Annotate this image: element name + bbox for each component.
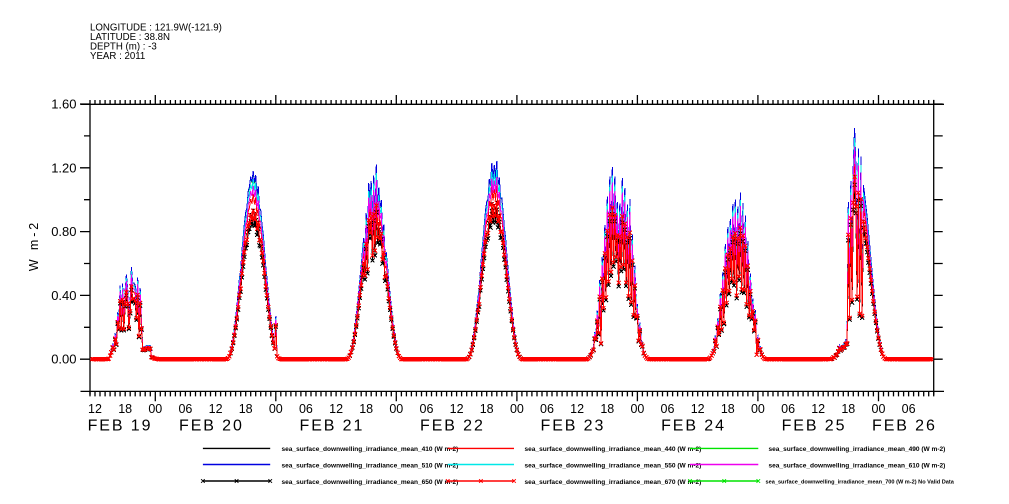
svg-text:0.80: 0.80 — [51, 224, 76, 239]
svg-text:06: 06 — [781, 402, 795, 416]
svg-text:FEB 19: FEB 19 — [88, 417, 153, 434]
svg-text:00: 00 — [269, 402, 283, 416]
svg-text:sea_surface_downwelling_irradi: sea_surface_downwelling_irradiance_mean_… — [282, 446, 459, 453]
svg-text:FEB 21: FEB 21 — [300, 417, 365, 434]
svg-text:18: 18 — [480, 402, 494, 416]
svg-text:DEPTH (m) : -3: DEPTH (m) : -3 — [90, 42, 157, 53]
svg-text:sea_surface_downwelling_irradi: sea_surface_downwelling_irradiance_mean_… — [766, 480, 955, 486]
svg-text:18: 18 — [600, 402, 614, 416]
svg-text:06: 06 — [902, 402, 916, 416]
svg-text:sea_surface_downwelling_irradi: sea_surface_downwelling_irradiance_mean_… — [525, 446, 702, 453]
svg-text:0.40: 0.40 — [51, 288, 76, 303]
svg-text:12: 12 — [88, 402, 102, 416]
svg-text:12: 12 — [209, 402, 223, 416]
svg-text:06: 06 — [420, 402, 434, 416]
svg-text:sea_surface_downwelling_irradi: sea_surface_downwelling_irradiance_mean_… — [769, 462, 946, 469]
svg-text:18: 18 — [841, 402, 855, 416]
svg-text:1.20: 1.20 — [51, 160, 76, 175]
svg-text:06: 06 — [540, 402, 554, 416]
svg-text:sea_surface_downwelling_irradi: sea_surface_downwelling_irradiance_mean_… — [525, 479, 702, 486]
svg-text:FEB 24: FEB 24 — [661, 417, 726, 434]
svg-text:18: 18 — [239, 402, 253, 416]
svg-text:00: 00 — [751, 402, 765, 416]
svg-text:sea_surface_downwelling_irradi: sea_surface_downwelling_irradiance_mean_… — [282, 479, 459, 486]
svg-text:18: 18 — [118, 402, 132, 416]
svg-text:06: 06 — [299, 402, 313, 416]
svg-text:LATITUDE : 38.8N: LATITUDE : 38.8N — [90, 32, 170, 43]
svg-text:FEB 23: FEB 23 — [541, 417, 606, 434]
svg-text:18: 18 — [359, 402, 373, 416]
svg-text:sea_surface_downwelling_irradi: sea_surface_downwelling_irradiance_mean_… — [769, 446, 946, 453]
svg-text:12: 12 — [811, 402, 825, 416]
svg-text:00: 00 — [630, 402, 644, 416]
svg-text:12: 12 — [450, 402, 464, 416]
svg-text:06: 06 — [178, 402, 192, 416]
svg-text:12: 12 — [329, 402, 343, 416]
svg-text:FEB 26: FEB 26 — [872, 417, 937, 434]
svg-text:FEB 20: FEB 20 — [179, 417, 244, 434]
svg-text:00: 00 — [872, 402, 886, 416]
svg-text:FEB 25: FEB 25 — [782, 417, 847, 434]
svg-text:00: 00 — [148, 402, 162, 416]
svg-text:FEB 22: FEB 22 — [420, 417, 485, 434]
svg-text:12: 12 — [570, 402, 584, 416]
svg-text:sea_surface_downwelling_irradi: sea_surface_downwelling_irradiance_mean_… — [525, 462, 702, 469]
svg-text:W m-2: W m-2 — [27, 220, 41, 271]
svg-text:12: 12 — [691, 402, 705, 416]
svg-text:0.00: 0.00 — [51, 352, 76, 367]
svg-text:18: 18 — [721, 402, 735, 416]
svg-text:1.60: 1.60 — [51, 97, 76, 112]
svg-text:LONGITUDE : 121.9W(-121.9): LONGITUDE : 121.9W(-121.9) — [90, 23, 222, 34]
svg-text:00: 00 — [510, 402, 524, 416]
svg-text:00: 00 — [389, 402, 403, 416]
svg-text:06: 06 — [661, 402, 675, 416]
svg-text:sea_surface_downwelling_irradi: sea_surface_downwelling_irradiance_mean_… — [282, 462, 459, 469]
svg-text:YEAR : 2011: YEAR : 2011 — [90, 51, 145, 62]
